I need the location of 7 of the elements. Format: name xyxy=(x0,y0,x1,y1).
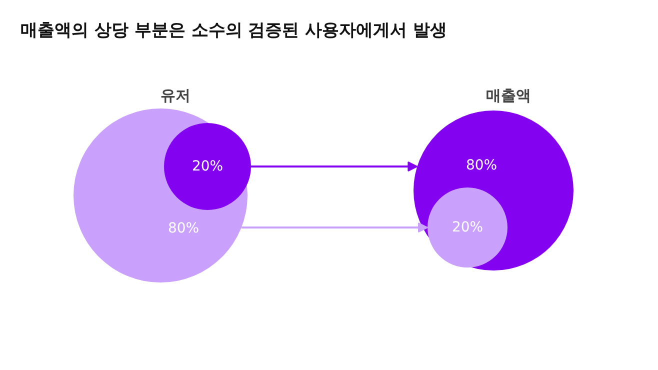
data-label: 80% xyxy=(168,220,200,236)
category-label: 매출액 xyxy=(486,86,531,104)
data-label: 80% xyxy=(466,158,498,174)
category-label: 유저 xyxy=(160,86,190,104)
text: 매출액의 상당 부분은 소수의 검증된 사용자에게서 발생 xyxy=(20,20,448,40)
data-label: 20% xyxy=(452,220,484,236)
data-label: 20% xyxy=(192,158,224,174)
